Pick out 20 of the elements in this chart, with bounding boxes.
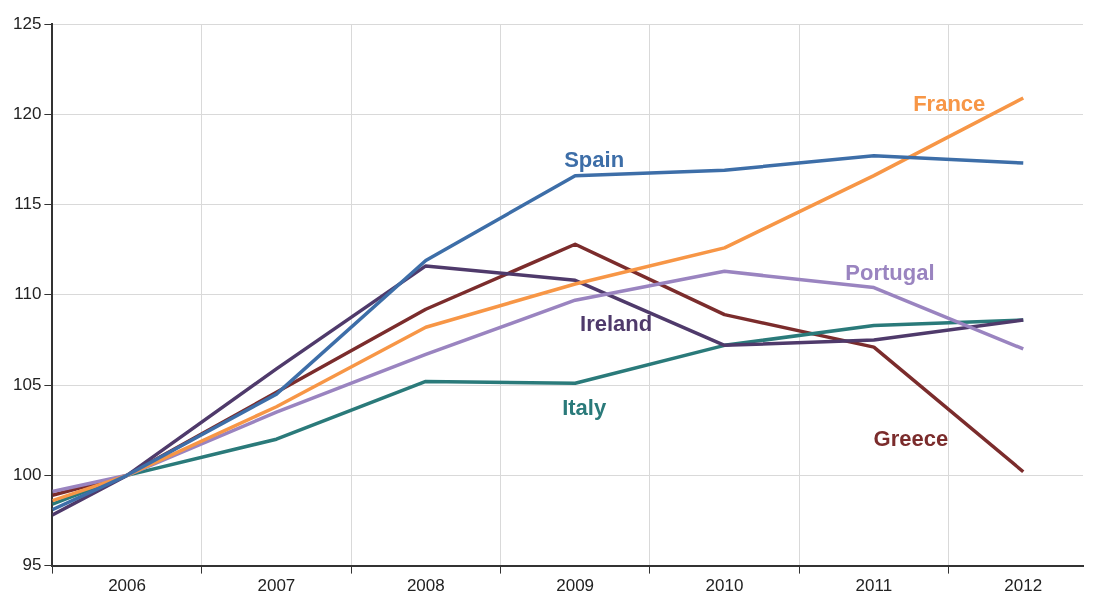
- series-label: Italy: [562, 395, 607, 421]
- y-tick-label: 105: [12, 374, 42, 394]
- series-label: Ireland: [580, 311, 653, 337]
- y-tick-label: 120: [12, 103, 42, 123]
- y-tick-label: 125: [12, 13, 42, 33]
- series-label: Greece: [873, 426, 949, 452]
- x-tick-label: 2012: [1004, 576, 1043, 596]
- series-label: France: [913, 91, 986, 117]
- series-label: Portugal: [845, 259, 935, 285]
- x-tick-label: 2010: [705, 576, 744, 596]
- y-tick-label: 115: [14, 194, 42, 214]
- y-tick-label: 95: [22, 555, 42, 575]
- y-tick-label: 110: [14, 284, 42, 304]
- series-label: Spain: [564, 146, 625, 172]
- x-tick-label: 2009: [556, 576, 595, 596]
- x-tick-label: 2006: [108, 576, 146, 596]
- y-tick-label: 100: [12, 465, 42, 485]
- x-tick-label: 2007: [257, 576, 296, 596]
- x-tick-label: 2011: [855, 576, 893, 596]
- x-tick-label: 2008: [406, 576, 445, 596]
